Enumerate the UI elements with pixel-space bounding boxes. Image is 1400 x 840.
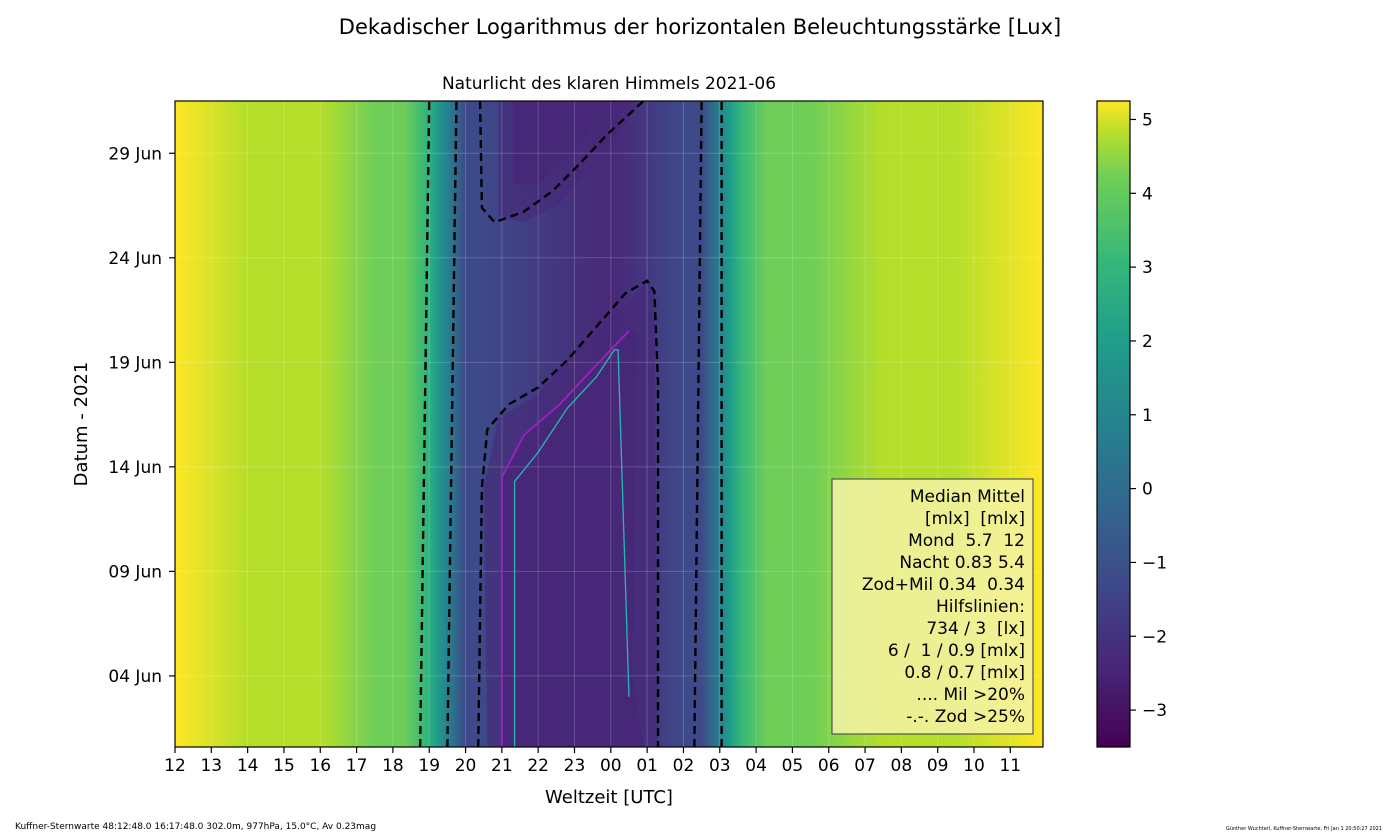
x-tick-label: 15 [273, 756, 295, 776]
legend-line: Median Mittel [910, 487, 1025, 507]
night-halo-upper [498, 101, 640, 223]
legend-line: Nacht 0.83 5.4 [899, 553, 1025, 573]
legend-line: Zod+Mil 0.34 0.34 [862, 575, 1025, 595]
cyan-contour-line [513, 349, 630, 747]
legend-box-frame [831, 478, 1034, 735]
plot-area [175, 101, 1043, 747]
chart-title: Dekadischer Logarithmus der horizontalen… [339, 15, 1061, 39]
footer-left-text: Kuffner-Sternwarte 48:12:48.0 16:17:48.0… [15, 822, 377, 832]
colorbar-tick-label: 1 [1142, 406, 1153, 426]
x-tick-label: 17 [346, 756, 368, 776]
colorbar-tick-label: 3 [1142, 258, 1153, 278]
night-halo-lower [483, 280, 659, 747]
colorbar-tick-label: −3 [1142, 701, 1167, 721]
colorbar-tick-label: 5 [1142, 110, 1153, 130]
legend-box: Median Mittel[mlx] [mlx]Mond 5.7 12Nacht… [831, 478, 1034, 735]
y-axis-label: Datum - 2021 [71, 362, 92, 487]
x-tick-label: 06 [818, 756, 840, 776]
twilight-line-dusk_outer [418, 101, 431, 747]
y-tick-label: 04 Jun [108, 667, 162, 687]
x-tick-label: 02 [673, 756, 695, 776]
colorbar-gradient [1096, 100, 1131, 748]
x-tick-label: 04 [745, 756, 767, 776]
legend-line: Mond 5.7 12 [908, 531, 1025, 551]
colorbar-tick-label: 2 [1142, 332, 1153, 352]
x-tick-label: 03 [709, 756, 731, 776]
legend-text-lines: Median Mittel[mlx] [mlx]Mond 5.7 12Nacht… [862, 487, 1025, 727]
colorbar-tick-label: −1 [1142, 553, 1167, 573]
footer-right-text: Günther Wuchterl, Kuffner-Sternwarte, Fr… [1225, 826, 1382, 832]
x-tick-label: 21 [491, 756, 513, 776]
legend-line: .... Mil >20% [916, 685, 1025, 705]
y-tick-label: 09 Jun [108, 562, 162, 582]
y-tick-label: 14 Jun [108, 458, 162, 478]
moon-contour-line [500, 330, 630, 747]
legend-line: Hilfslinien: [936, 597, 1025, 617]
x-tick-label: 07 [854, 756, 876, 776]
colorbar: 5 4 3 2 1 0 −1 −2 −3 [1096, 100, 1167, 748]
x-tick-label: 23 [564, 756, 586, 776]
night-lobe-lower-outline [477, 279, 660, 747]
legend-line: 734 / 3 [lx] [926, 619, 1025, 639]
x-tick-label: 05 [782, 756, 804, 776]
colorbar-tick-label: −2 [1142, 627, 1167, 647]
y-axis-ticks: 04 Jun 09 Jun 14 Jun 19 Jun 24 Jun 29 Jun [108, 144, 175, 687]
x-tick-label: 22 [527, 756, 549, 776]
y-tick-label: 29 Jun [108, 144, 162, 164]
x-tick-label: 20 [455, 756, 477, 776]
y-tick-label: 19 Jun [108, 353, 162, 373]
twilight-line-dusk_inner [446, 101, 458, 747]
y-tick-label: 24 Jun [108, 249, 162, 269]
x-tick-label: 08 [891, 756, 913, 776]
legend-line: 6 / 1 / 0.9 [mlx] [888, 641, 1025, 661]
x-tick-label: 14 [237, 756, 259, 776]
x-tick-label: 12 [164, 756, 186, 776]
x-axis-label: Weltzeit [UTC] [545, 787, 673, 808]
x-tick-label: 16 [309, 756, 331, 776]
x-axis-ticks: 12 13 14 15 16 17 18 19 20 21 22 23 00 01 02 03 04 05 06 07… [164, 747, 1021, 776]
x-tick-label: 11 [999, 756, 1021, 776]
x-tick-label: 09 [927, 756, 949, 776]
legend-line: [mlx] [mlx] [925, 509, 1025, 529]
twilight-line-dawn_inner [693, 101, 703, 747]
legend-line: 0.8 / 0.7 [mlx] [904, 663, 1025, 683]
night-lobe-upper-outline [478, 101, 645, 224]
x-tick-label: 10 [963, 756, 985, 776]
plot-frame [174, 100, 1044, 748]
dark-night-region [483, 101, 659, 747]
twilight-boundary-lines [418, 101, 723, 747]
colorbar-tick-label: 4 [1142, 184, 1153, 204]
x-tick-label: 00 [600, 756, 622, 776]
chart-subtitle: Naturlicht des klaren Himmels 2021-06 [442, 74, 776, 94]
x-tick-label: 19 [418, 756, 440, 776]
colorbar-tick-label: 0 [1142, 480, 1153, 500]
colorbar-ticks: 5 4 3 2 1 0 −1 −2 −3 [1130, 110, 1167, 721]
x-tick-label: 01 [636, 756, 658, 776]
x-tick-label: 13 [200, 756, 222, 776]
x-tick-label: 18 [382, 756, 404, 776]
legend-line: -.-. Zod >25% [906, 707, 1025, 727]
